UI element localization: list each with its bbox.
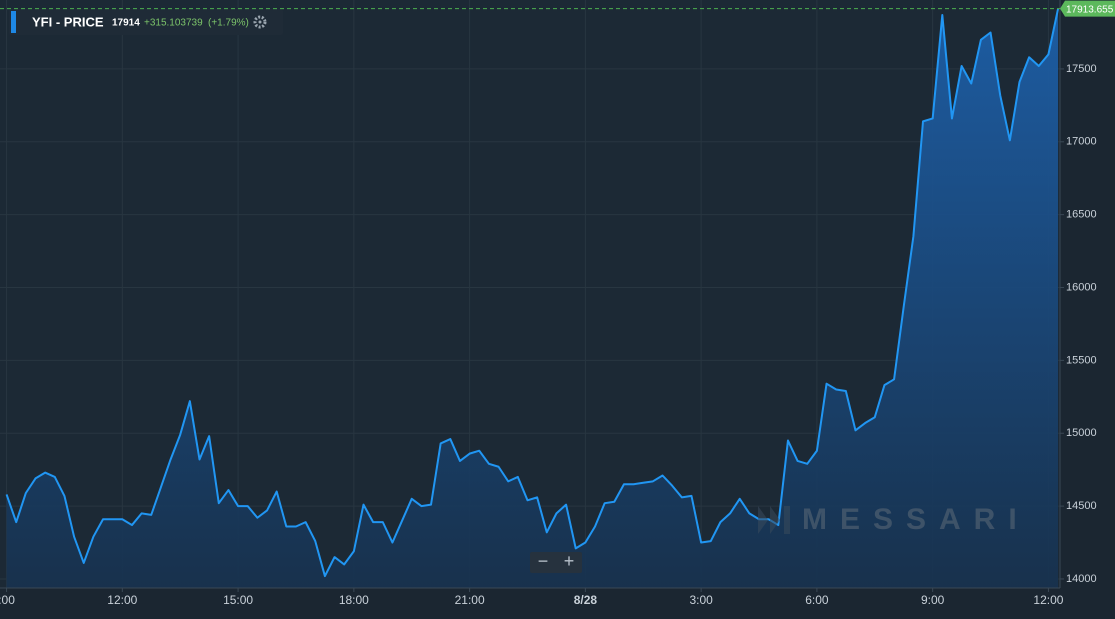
y-tick-label: 16000 <box>1066 281 1097 293</box>
x-tick-label: 18:00 <box>339 593 369 607</box>
y-tick-label: 15000 <box>1066 427 1097 439</box>
price-change-pct: (+1.79%) <box>208 18 249 29</box>
watermark: MESSARI <box>758 503 1030 536</box>
legend-swatch <box>11 11 16 33</box>
zoom-controls <box>530 552 582 573</box>
x-tick-label: 12:00 <box>107 593 137 607</box>
zoom-out[interactable]: − <box>538 551 549 571</box>
watermark-icon <box>758 506 780 534</box>
last-price: 17914 <box>112 18 140 29</box>
x-tick-label: 9:00 <box>921 593 945 607</box>
x-tick-label: 12:00 <box>1033 593 1063 607</box>
x-tick-label: :00 <box>0 593 15 607</box>
price-line <box>5 8 1060 578</box>
x-tick-label: 15:00 <box>223 593 253 607</box>
area <box>6 8 1059 588</box>
y-tick-label: 14000 <box>1066 573 1097 585</box>
x-tick-label: 6:00 <box>805 593 829 607</box>
x-tick-label: 3:00 <box>689 593 713 607</box>
price-change: +315.103739 <box>144 18 203 29</box>
y-tick-label: 15500 <box>1066 354 1097 366</box>
x-tick-label: 8/28 <box>574 593 598 607</box>
gear-center[interactable] <box>258 20 262 24</box>
watermark-text: MESSARI <box>802 503 1030 536</box>
marks <box>5 8 1060 588</box>
ticks: 14000 14500 15000 15500 16000 16500 17000 17500… <box>0 63 1097 607</box>
y-tick-label: 16500 <box>1066 209 1097 221</box>
last-price-label: 17913.655 <box>1066 4 1114 15</box>
x-tick-label: 21:00 <box>455 593 485 607</box>
chart-title: YFI - PRICE <box>32 14 104 29</box>
y-tick-label: 17500 <box>1066 63 1097 75</box>
y-tick-label: 14500 <box>1066 500 1097 512</box>
settings-icon[interactable] <box>253 15 267 29</box>
watermark-icon <box>784 506 790 534</box>
y-tick-label: 17000 <box>1066 136 1097 148</box>
zoom-in[interactable]: + <box>564 551 575 571</box>
last-price-tag <box>1060 0 1115 17</box>
legend-box <box>9 9 283 35</box>
gear[interactable] <box>253 15 267 29</box>
